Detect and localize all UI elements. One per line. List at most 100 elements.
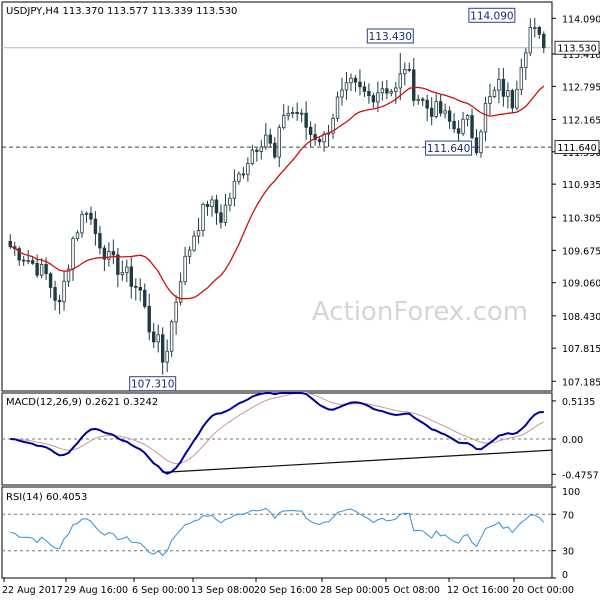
price-panel: ActionForex.com 114.090 113.430 111.640 107… (1, 1, 600, 392)
price-y-tick-label: 108.430 (562, 312, 600, 323)
candle (268, 128, 272, 148)
candle (465, 114, 470, 127)
candle (129, 256, 133, 299)
candle (304, 101, 308, 140)
price-tag-label: 111.640 (557, 143, 596, 154)
candle (421, 97, 425, 106)
candle (237, 171, 241, 185)
candle (367, 83, 371, 104)
candle (138, 278, 142, 302)
candle (21, 255, 26, 267)
x-axis: 22 Aug 2017 29 Aug 16:00 6 Sep 00:00 13 Sep… (2, 578, 574, 596)
macd-y-tick-label: 0.5135 (562, 397, 595, 408)
watermark: ActionForex.com (312, 297, 528, 327)
candle (313, 123, 317, 146)
candle (196, 217, 201, 244)
candle (335, 91, 340, 122)
rsi-panel: RSI(14) 60.4053 100 70 30 0 (1, 486, 580, 581)
candle (290, 106, 295, 118)
candle (255, 147, 259, 162)
candle (461, 112, 465, 136)
candle (165, 339, 169, 373)
price-annotations: 114.090 113.430 111.640 107.310 (129, 7, 516, 392)
candle (537, 25, 541, 39)
candle (492, 86, 497, 99)
candle (30, 257, 35, 265)
candle (17, 246, 21, 266)
candle (93, 211, 98, 246)
candle (223, 193, 228, 227)
price-y-tick-label: 113.410 (562, 50, 600, 61)
candle (515, 80, 519, 111)
candle (156, 324, 160, 353)
candle (48, 272, 53, 298)
candle (286, 105, 290, 121)
candle (470, 108, 474, 140)
candle (371, 92, 376, 108)
candle (160, 327, 165, 375)
annotation-label: 107.310 (131, 379, 174, 391)
candle (147, 293, 151, 340)
candle (183, 246, 187, 286)
candle (344, 72, 349, 100)
candle (201, 202, 205, 237)
x-tick-label: 22 Aug 2017 (2, 585, 63, 596)
candle (134, 278, 138, 301)
candle (447, 106, 452, 129)
candle (232, 169, 237, 207)
candle (528, 18, 533, 57)
price-y-tick-label: 109.675 (562, 246, 600, 257)
candle (125, 259, 129, 283)
candle (250, 144, 255, 166)
price-tag (554, 40, 600, 55)
candle (273, 137, 277, 159)
candle (219, 204, 223, 229)
x-tick-label: 12 Oct 16:00 (447, 585, 509, 596)
price-y-tick-label: 114.090 (562, 14, 600, 25)
price-y-tick-label: 109.060 (562, 279, 600, 290)
x-tick-label: 5 Oct 08:00 (384, 585, 440, 596)
candle (39, 258, 44, 279)
candle (174, 295, 178, 335)
candle (192, 230, 196, 252)
price-y-tick-label: 112.795 (562, 82, 600, 93)
annotation-label: 111.640 (427, 143, 470, 155)
candle (510, 88, 515, 114)
candle (349, 73, 353, 92)
candle (398, 52, 402, 101)
candle (205, 200, 210, 216)
candle (358, 69, 362, 96)
candle (376, 81, 380, 113)
candle (340, 77, 344, 106)
candle (533, 17, 537, 38)
price-y-tick-label: 112.165 (562, 115, 600, 126)
annotation-label: 113.430 (369, 31, 412, 43)
candle (80, 210, 84, 239)
macd-panel: MACD(12,26,9) 0.2621 0.3242 0.5135 0.00 -0… (1, 392, 599, 486)
candle (416, 94, 420, 105)
x-tick-label: 29 Aug 16:00 (64, 585, 128, 596)
annotation-box (366, 28, 414, 44)
candle (246, 157, 250, 182)
candle (317, 136, 322, 146)
candle (429, 97, 434, 126)
candle (412, 57, 416, 106)
candle (111, 239, 116, 265)
candle (308, 121, 313, 148)
candle (501, 67, 506, 107)
candle (62, 271, 66, 311)
candle (506, 82, 510, 109)
annotation-box (425, 140, 473, 156)
candle (362, 81, 367, 97)
candle (116, 247, 120, 288)
candle (295, 102, 299, 121)
candle (353, 75, 358, 92)
candle (438, 94, 443, 117)
candle (26, 249, 30, 265)
rsi-y-tick-label: 70 (562, 510, 574, 521)
rsi-panel-frame (1, 486, 553, 579)
candle (394, 81, 398, 104)
candle (89, 206, 93, 225)
x-tick-label: 6 Sep 00:00 (132, 585, 189, 596)
